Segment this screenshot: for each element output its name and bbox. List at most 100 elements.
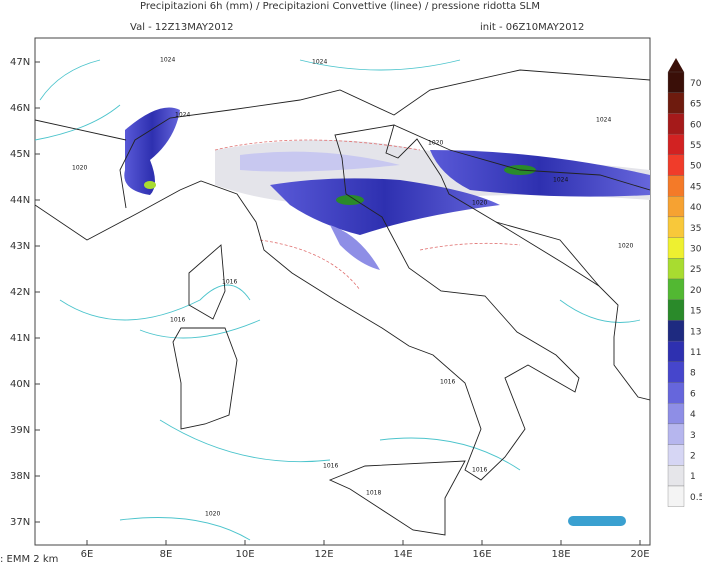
- footer: : EMM 2 km: [0, 554, 58, 565]
- init-time: init - 06Z10MAY2012: [480, 22, 584, 33]
- isobar: [35, 59, 641, 541]
- isobar-label: 1024: [596, 117, 611, 124]
- colorbar-box: [667, 465, 685, 487]
- colorbar-label: 30: [690, 244, 702, 254]
- colorbar-box: [667, 154, 685, 176]
- colorbar-label: 1: [690, 472, 696, 482]
- lat-label: 45N: [10, 149, 30, 160]
- precip: [336, 195, 364, 205]
- colorbar-box: [667, 237, 685, 259]
- lon-label: 10E: [235, 549, 254, 560]
- precip: [240, 151, 400, 172]
- isobar-label: 1016: [472, 467, 487, 474]
- colorbar-label: 20: [690, 286, 702, 296]
- isobar-label: 1020: [205, 511, 220, 518]
- lon-label: 18E: [551, 549, 570, 560]
- logo: [568, 516, 626, 526]
- convective-line: [214, 139, 521, 291]
- precip: [124, 107, 180, 195]
- lon-label: 20E: [630, 549, 649, 560]
- isobar-label: 1020: [472, 200, 487, 207]
- colorbar-box: [667, 278, 685, 300]
- colorbar-label: 45: [690, 182, 701, 192]
- colorbar-box: [667, 175, 685, 197]
- lat-label: 47N: [10, 57, 30, 68]
- isobar-label: 1024: [175, 112, 190, 119]
- lat-label: 43N: [10, 241, 30, 252]
- colorbar-label: 60: [690, 120, 702, 130]
- border: [35, 69, 650, 287]
- lat-label: 38N: [10, 471, 30, 482]
- colorbar-box: [667, 340, 685, 362]
- map-layer: 1024 1024 1020 1024 1020 1024 1020 1016 …: [35, 57, 650, 541]
- colorbar-label: 70: [690, 79, 702, 89]
- isobar-label: 1016: [323, 463, 338, 470]
- lat-label: 37N: [10, 517, 30, 528]
- precip: [430, 150, 650, 197]
- colorbar-label: 8: [690, 369, 696, 379]
- precip: [330, 225, 380, 270]
- colorbar-arrow: [668, 58, 684, 72]
- isobar-label: 1024: [312, 59, 327, 66]
- lon-label: 12E: [314, 549, 333, 560]
- title: Precipitazioni 6h (mm) / Precipitazioni …: [140, 1, 540, 12]
- lon-label: 14E: [393, 549, 412, 560]
- corsica: [188, 244, 226, 320]
- lat-label: 44N: [10, 195, 30, 206]
- lat-label: 46N: [10, 103, 30, 114]
- coastline: [35, 124, 650, 481]
- colorbar-box: [667, 216, 685, 238]
- colorbar-label: 0.5: [690, 493, 702, 503]
- precip: [144, 181, 156, 189]
- lon-label: 16E: [472, 549, 491, 560]
- isobar-label: 1020: [618, 243, 633, 250]
- lat-label: 39N: [10, 425, 30, 436]
- colorbar-box: [667, 382, 685, 404]
- lat-label: 41N: [10, 333, 30, 344]
- isobar-label: 1020: [72, 165, 87, 172]
- valid-time: Val - 12Z13MAY2012: [130, 22, 234, 33]
- colorbar-label: 15: [690, 307, 701, 317]
- colorbar-label: 2: [690, 451, 696, 461]
- colorbar-box: [667, 196, 685, 218]
- colorbar-box: [667, 92, 685, 114]
- colorbar-box: [667, 485, 685, 507]
- colorbar-label: 50: [690, 162, 702, 172]
- colorbar-box: [667, 133, 685, 155]
- colorbar-label: 40: [690, 203, 702, 213]
- colorbar-label: 13: [690, 327, 701, 337]
- colorbar-label: 35: [690, 224, 701, 234]
- isobar-label: 1020: [428, 140, 443, 147]
- isobar-label: 1016: [440, 379, 455, 386]
- colorbar-label: 25: [690, 265, 701, 275]
- colorbar-box: [667, 258, 685, 280]
- lon-label: 8E: [160, 549, 173, 560]
- isobar-label: 1024: [160, 57, 175, 64]
- colorbar-box: [667, 423, 685, 445]
- lat-label: 40N: [10, 379, 30, 390]
- colorbar-label: 3: [690, 431, 696, 441]
- colorbar-label: 4: [690, 410, 696, 420]
- colorbar-box: [667, 361, 685, 383]
- colorbar-box: [667, 403, 685, 425]
- lat-label: 42N: [10, 287, 30, 298]
- colorbar-box: [667, 71, 685, 93]
- isobar-label: 1018: [366, 490, 381, 497]
- lon-label: 6E: [81, 549, 94, 560]
- colorbar-box: [667, 299, 685, 321]
- colorbar-label: 65: [690, 100, 701, 110]
- colorbar-label: 11: [690, 348, 701, 358]
- isobar-label: 1016: [222, 279, 237, 286]
- colorbar-box: [667, 113, 685, 135]
- colorbar-label: 55: [690, 141, 701, 151]
- isobar-label: 1024: [553, 177, 568, 184]
- sardinia: [172, 327, 238, 430]
- colorbar-label: 6: [690, 389, 696, 399]
- precip: [270, 178, 500, 235]
- map-frame: [34, 37, 651, 546]
- colorbar-box: [667, 444, 685, 466]
- colorbar-box: [667, 320, 685, 342]
- sicily: [328, 460, 466, 536]
